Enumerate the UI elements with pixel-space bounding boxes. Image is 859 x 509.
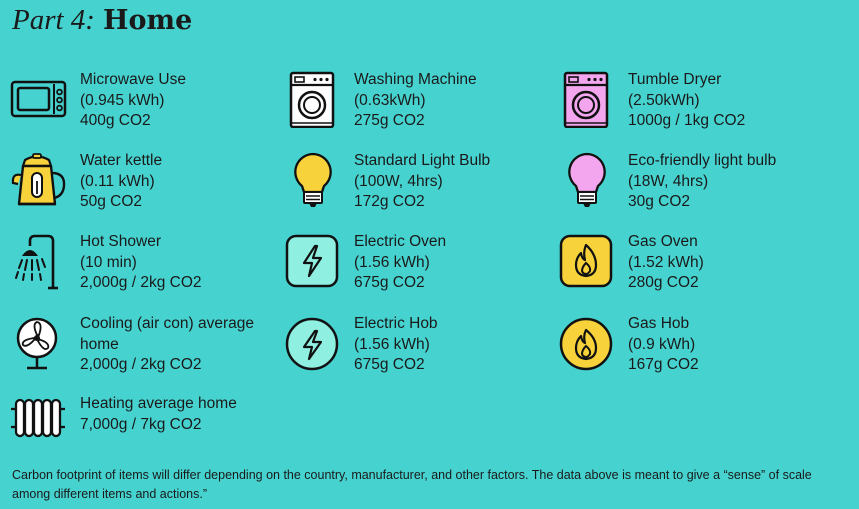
item-usage: (0.11 kWh) bbox=[80, 172, 155, 190]
light-bulb-icon bbox=[284, 151, 342, 209]
item-co2: 2,000g / 2kg CO2 bbox=[80, 274, 202, 291]
item-name: Electric Oven bbox=[354, 233, 447, 250]
tumble-dryer-icon bbox=[558, 70, 616, 128]
item-name: Microwave Use bbox=[80, 71, 186, 88]
gas-oven-icon bbox=[558, 232, 616, 290]
item-name: Washing Machine bbox=[354, 71, 477, 88]
item-usage: (1.52 kWh) bbox=[628, 253, 704, 271]
eco-light-bulb-icon bbox=[558, 151, 616, 209]
item-name: Electric Hob bbox=[354, 315, 438, 332]
item-name: Hot Shower bbox=[80, 233, 161, 250]
item-co2: 30g CO2 bbox=[628, 193, 691, 210]
item-name: Water kettle bbox=[80, 152, 163, 169]
item-usage: (18W, 4hrs) bbox=[628, 172, 709, 190]
page-title: Part 4: Home bbox=[12, 2, 192, 38]
item-co2: 50g CO2 bbox=[80, 193, 143, 210]
shower-icon bbox=[10, 232, 68, 290]
item-name: Standard Light Bulb bbox=[354, 152, 491, 169]
item-co2: 675g CO2 bbox=[354, 356, 425, 373]
section-title: Home bbox=[103, 5, 193, 36]
footnote: Carbon footprint of items will differ de… bbox=[12, 468, 812, 501]
item-name: Heating average home bbox=[80, 395, 237, 412]
gas-hob-icon bbox=[558, 314, 616, 372]
item-co2: 7,000g / 7kg CO2 bbox=[80, 415, 202, 433]
item-usage: (1.56 kWh) bbox=[354, 253, 430, 271]
item-name: Eco-friendly light bulb bbox=[628, 152, 777, 169]
electric-hob-icon bbox=[284, 314, 342, 372]
item-usage: (1.56 kWh) bbox=[354, 335, 430, 353]
item-co2: 1000g / 1kg CO2 bbox=[628, 112, 746, 129]
item-usage: (0.9 kWh) bbox=[628, 335, 696, 353]
item-usage: (0.63kWh) bbox=[354, 91, 426, 109]
part-label: Part 4: bbox=[12, 4, 95, 36]
item-co2: 167g CO2 bbox=[628, 356, 699, 373]
item-name: Tumble Dryer bbox=[628, 71, 722, 88]
item-name: Cooling (air con) average home bbox=[80, 315, 255, 353]
electric-oven-icon bbox=[284, 232, 342, 290]
microwave-icon bbox=[10, 70, 68, 128]
item-name: Gas Hob bbox=[628, 315, 690, 332]
kettle-icon bbox=[10, 151, 68, 209]
item-co2: 675g CO2 bbox=[354, 274, 425, 291]
item-usage: (0.945 kWh) bbox=[80, 91, 165, 109]
fan-icon bbox=[10, 314, 68, 372]
item-usage: (100W, 4hrs) bbox=[354, 172, 443, 190]
item-co2: 275g CO2 bbox=[354, 112, 425, 129]
item-usage: (2.50kWh) bbox=[628, 91, 700, 109]
radiator-icon bbox=[10, 394, 68, 452]
washing-machine-icon bbox=[284, 70, 342, 128]
item-co2: 400g CO2 bbox=[80, 112, 151, 129]
item-co2: 280g CO2 bbox=[628, 274, 699, 291]
item-co2: 2,000g / 2kg CO2 bbox=[80, 356, 202, 373]
item-usage: (10 min) bbox=[80, 253, 137, 271]
item-name: Gas Oven bbox=[628, 233, 698, 250]
item-co2: 172g CO2 bbox=[354, 193, 425, 210]
